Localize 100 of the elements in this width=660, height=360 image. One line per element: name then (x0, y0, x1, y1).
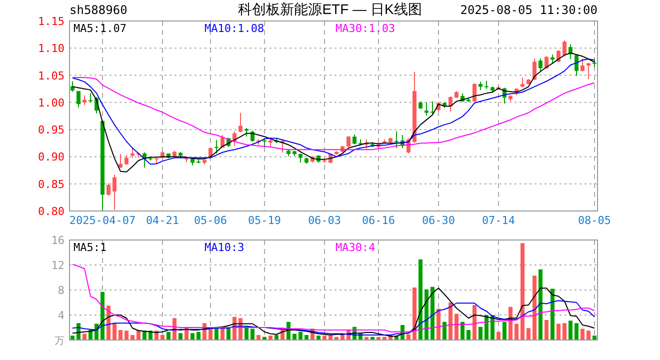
bar (478, 326, 482, 340)
bar (250, 328, 254, 340)
text: MA10:1.08 (204, 22, 264, 35)
bar (538, 269, 542, 340)
candlestick (70, 80, 74, 92)
y-axis-title: 万 (54, 336, 64, 347)
bar (322, 336, 326, 340)
bar (562, 323, 566, 340)
bar (196, 332, 200, 340)
bar (568, 320, 572, 340)
candlestick (214, 139, 218, 154)
bar (574, 323, 578, 340)
bar (460, 322, 464, 340)
candlestick (394, 130, 398, 149)
x-tick-label: 06-03 (308, 214, 342, 227)
bar (544, 320, 548, 340)
x-tick-label: 06-30 (422, 214, 456, 227)
bar (118, 330, 122, 340)
line-series (72, 288, 595, 337)
bar (436, 308, 440, 340)
x-tick-label: 06-16 (362, 214, 396, 227)
bar (556, 324, 560, 340)
bar (586, 330, 590, 340)
x-tick-label: 07-14 (482, 214, 516, 227)
candlestick (88, 92, 92, 103)
candlestick (346, 136, 350, 148)
candlestick (574, 54, 578, 76)
bar (580, 328, 584, 340)
bar (112, 323, 116, 340)
text: MA30:4 (336, 241, 376, 254)
bar (316, 336, 320, 340)
bar (430, 286, 434, 340)
x-tick-label: 08-05 (578, 214, 612, 227)
bar (424, 289, 428, 340)
x-tick-label: 04-21 (146, 214, 180, 227)
bar (100, 292, 104, 340)
candlestick (268, 136, 272, 147)
bar (190, 333, 194, 340)
bar (178, 333, 182, 340)
bar (298, 332, 302, 340)
bar (484, 315, 488, 340)
line-series (72, 264, 595, 332)
candlestick (352, 134, 356, 145)
bar (208, 329, 212, 340)
bar (328, 336, 332, 340)
candlestick (106, 182, 110, 196)
bar (418, 259, 422, 340)
bar (124, 330, 128, 340)
bar (442, 322, 446, 340)
y-tick-label: 1.00 (38, 96, 64, 110)
candlestick (112, 174, 116, 210)
bar (274, 335, 278, 340)
candlestick (130, 146, 134, 158)
bar (550, 288, 554, 340)
y-tick-label: 0.90 (38, 150, 64, 164)
bar (502, 322, 506, 340)
x-tick-label: 05-19 (248, 214, 282, 227)
text: 2025-08-05 11:30:00 (460, 3, 598, 17)
candlestick (238, 112, 242, 133)
bar (130, 335, 134, 340)
bar (70, 336, 74, 340)
bar (472, 305, 476, 340)
bar (268, 336, 272, 340)
bar (514, 324, 518, 340)
candlestick (520, 76, 524, 88)
bar (526, 328, 530, 340)
y-tick-label: 0.95 (38, 124, 64, 137)
candlestick (562, 40, 566, 56)
candlestick (532, 58, 536, 81)
y-tick-label: 4 (58, 309, 65, 322)
bar (256, 335, 260, 340)
bar (520, 243, 524, 340)
text: MA5:1 (74, 241, 107, 254)
y-tick-label: 1.15 (38, 15, 64, 28)
candlestick (124, 154, 128, 165)
candlestick (76, 90, 80, 108)
bar (412, 288, 416, 340)
bar (166, 332, 170, 340)
candlestick (538, 58, 542, 72)
bar (496, 332, 500, 340)
bar (160, 335, 164, 340)
bar (466, 330, 470, 340)
bar (454, 314, 458, 340)
y-tick-label: 0.80 (38, 205, 64, 218)
candlestick (298, 152, 302, 164)
candlestick (580, 58, 584, 72)
y-tick-label: 1.10 (38, 42, 64, 56)
x-tick-label: 05-06 (194, 214, 228, 227)
y-tick-label: 0.85 (38, 178, 64, 191)
candlestick (82, 94, 86, 106)
y-tick-label: 12 (51, 259, 64, 272)
text: MA10:3 (204, 241, 244, 254)
candlestick (586, 62, 590, 80)
y-tick-label: 8 (58, 284, 64, 297)
candlestick (472, 82, 476, 102)
bar (532, 276, 536, 340)
bar (592, 336, 596, 340)
candlestick (424, 102, 428, 116)
line-series (72, 300, 595, 336)
y-tick-label: 16 (51, 234, 64, 247)
